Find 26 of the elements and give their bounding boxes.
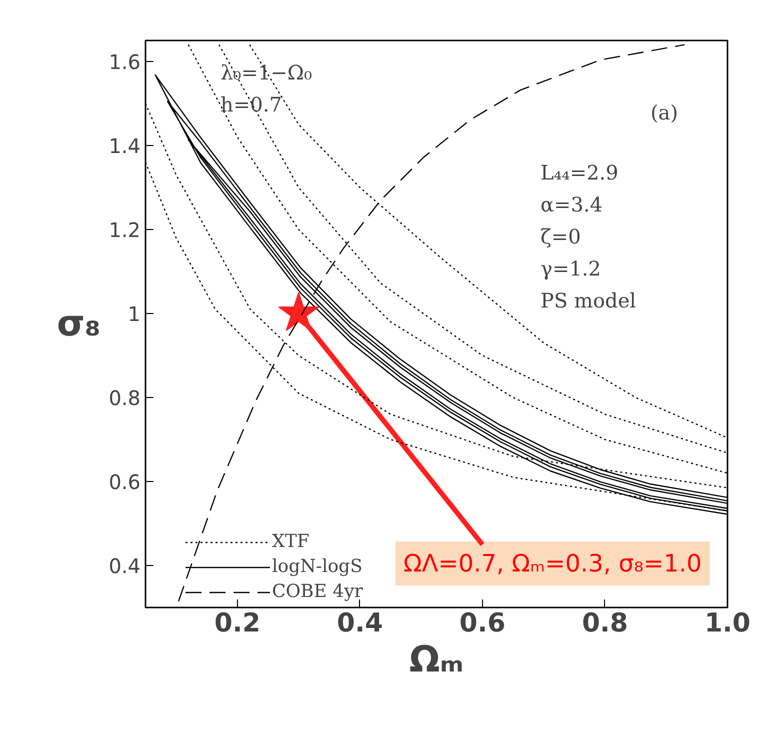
legend-label: COBE 4yr <box>272 581 363 602</box>
x-tick-label: 0.4 <box>336 608 383 638</box>
annotation: L₄₄=2.9 <box>540 160 618 184</box>
y-axis-title: σ₈ <box>56 304 101 344</box>
y-tick-label: 1.2 <box>108 218 141 242</box>
legend-label: XTF <box>272 531 310 552</box>
x-axis-title: Ωₘ <box>409 640 464 680</box>
annotation: ΩΛ=0.7, Ωₘ=0.3, σ₈=1.0 <box>404 550 702 578</box>
y-tick-label: 0.4 <box>108 554 141 578</box>
y-tick-label: 0.6 <box>108 470 141 494</box>
y-tick-label: 0.8 <box>108 386 141 410</box>
annotation: λ₀=1−Ω₀ <box>220 60 312 84</box>
y-tick-label: 1.4 <box>108 134 141 158</box>
x-tick-label: 1.0 <box>704 608 751 638</box>
y-tick-label: 1 <box>128 302 141 326</box>
x-tick-label: 0.2 <box>214 608 260 638</box>
annotation: h=0.7 <box>220 92 282 116</box>
annotation: ζ=0 <box>540 224 581 248</box>
annotation: γ=1.2 <box>540 256 602 280</box>
annotation: (a) <box>650 100 678 124</box>
annotation: α=3.4 <box>540 192 603 216</box>
x-tick-label: 0.8 <box>582 608 628 638</box>
y-tick-label: 1.6 <box>108 50 141 74</box>
legend-label: logN-logS <box>272 556 362 577</box>
x-tick-label: 0.6 <box>459 608 506 638</box>
annotation: PS model <box>540 288 636 312</box>
